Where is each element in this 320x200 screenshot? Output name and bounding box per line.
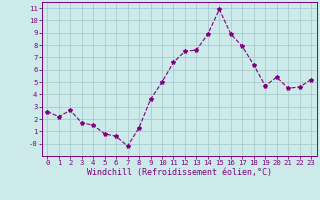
X-axis label: Windchill (Refroidissement éolien,°C): Windchill (Refroidissement éolien,°C) xyxy=(87,168,272,177)
